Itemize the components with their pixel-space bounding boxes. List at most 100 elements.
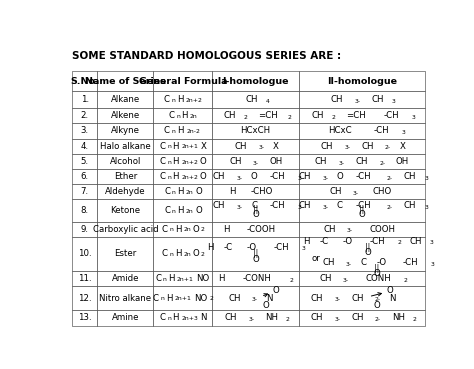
Text: or: or — [311, 254, 320, 263]
Text: CH: CH — [323, 225, 336, 234]
Text: OH: OH — [269, 157, 283, 166]
Text: n: n — [161, 296, 164, 301]
Text: CONH: CONH — [365, 274, 391, 283]
Text: 2n-2: 2n-2 — [187, 129, 201, 134]
Bar — [153, 199, 212, 221]
Text: I-homologue: I-homologue — [222, 77, 289, 86]
Text: CH: CH — [329, 187, 342, 196]
Text: 5.: 5. — [81, 157, 89, 166]
Text: ||: || — [253, 249, 258, 258]
Text: 2.: 2. — [81, 111, 89, 120]
Text: Name of Series: Name of Series — [85, 77, 166, 86]
Bar — [212, 184, 299, 199]
Text: Alkane: Alkane — [111, 95, 140, 104]
Text: 3-: 3- — [347, 228, 353, 233]
Text: 3-: 3- — [344, 145, 350, 150]
Text: X: X — [273, 142, 279, 151]
Text: 3: 3 — [298, 205, 301, 210]
Bar — [212, 310, 299, 325]
Text: H: H — [182, 111, 188, 120]
Text: NH: NH — [265, 313, 278, 322]
Text: -C: -C — [223, 242, 232, 252]
Text: C: C — [160, 142, 165, 151]
Text: O: O — [337, 172, 343, 181]
Text: 3-: 3- — [253, 161, 259, 166]
Text: 2n: 2n — [186, 209, 193, 214]
Text: 7.: 7. — [81, 187, 89, 196]
Text: 2n+2: 2n+2 — [185, 98, 202, 103]
Text: N: N — [389, 294, 396, 303]
Text: O: O — [200, 157, 207, 166]
Text: C: C — [337, 201, 343, 210]
Text: CH: CH — [245, 95, 258, 104]
Text: C: C — [160, 313, 165, 322]
Text: n: n — [167, 144, 171, 149]
Bar — [98, 286, 153, 310]
Bar — [98, 91, 153, 108]
Text: 2n+2: 2n+2 — [181, 160, 198, 165]
Text: 3: 3 — [301, 246, 305, 251]
Text: -CH: -CH — [273, 242, 289, 252]
Bar — [98, 138, 153, 154]
Text: 2: 2 — [201, 252, 205, 257]
Bar — [212, 138, 299, 154]
Text: H: H — [173, 157, 179, 166]
Bar — [98, 108, 153, 123]
Bar — [153, 286, 212, 310]
Text: 2-: 2- — [379, 161, 385, 166]
Text: O: O — [252, 255, 259, 263]
Text: Ether: Ether — [114, 172, 137, 181]
Text: 3-: 3- — [353, 191, 359, 196]
Text: C: C — [160, 157, 165, 166]
Text: -CH: -CH — [356, 201, 371, 210]
Text: -CH: -CH — [356, 172, 371, 181]
Text: Alkene: Alkene — [111, 111, 140, 120]
Text: 3.: 3. — [81, 127, 89, 135]
Text: CH: CH — [213, 172, 226, 181]
Bar — [72, 286, 98, 310]
Text: 13.: 13. — [78, 313, 91, 322]
Bar — [212, 199, 299, 221]
Text: Alkyne: Alkyne — [111, 127, 140, 135]
Text: 3-: 3- — [258, 145, 264, 150]
Text: General Formula: General Formula — [138, 77, 227, 86]
Text: C: C — [168, 111, 174, 120]
Bar — [212, 71, 299, 91]
Bar — [98, 154, 153, 169]
Bar — [98, 199, 153, 221]
Text: O: O — [365, 248, 372, 257]
Text: H: H — [219, 274, 225, 283]
Text: S.No.: S.No. — [71, 77, 99, 86]
Text: CH: CH — [362, 142, 374, 151]
Text: 3-: 3- — [252, 297, 258, 302]
Text: O: O — [387, 286, 393, 295]
Text: -CONH: -CONH — [243, 274, 272, 283]
Text: =CH: =CH — [258, 111, 277, 120]
Bar — [153, 169, 212, 184]
Text: H: H — [173, 313, 179, 322]
Bar — [299, 221, 425, 237]
Text: CH: CH — [351, 294, 364, 303]
Text: O: O — [193, 249, 200, 258]
Text: 3-: 3- — [322, 205, 328, 210]
Text: 3-: 3- — [334, 317, 340, 322]
Text: n: n — [170, 252, 173, 257]
Text: CHO: CHO — [373, 187, 392, 196]
Text: n: n — [176, 114, 180, 119]
Text: H: H — [229, 187, 235, 196]
Text: 2-: 2- — [387, 205, 393, 210]
Bar — [212, 123, 299, 138]
Text: 2: 2 — [289, 278, 293, 283]
Text: CH: CH — [311, 111, 324, 120]
Text: H: H — [177, 187, 184, 196]
Text: CH: CH — [409, 237, 422, 246]
Text: n: n — [167, 316, 171, 321]
Bar — [98, 184, 153, 199]
Text: O: O — [358, 210, 365, 219]
Text: N: N — [266, 294, 273, 303]
Bar — [153, 71, 212, 91]
Text: n: n — [163, 277, 167, 282]
Text: -C: -C — [319, 237, 328, 246]
Text: Amide: Amide — [111, 274, 139, 283]
Text: 4.: 4. — [81, 142, 89, 151]
